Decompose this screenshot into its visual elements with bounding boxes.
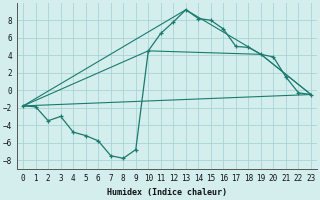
X-axis label: Humidex (Indice chaleur): Humidex (Indice chaleur) [107,188,227,197]
